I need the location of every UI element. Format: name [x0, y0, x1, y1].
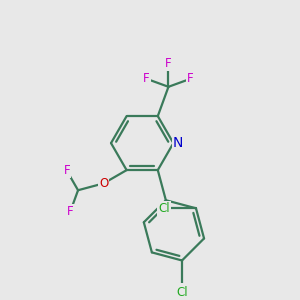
Text: N: N — [173, 136, 183, 150]
Text: F: F — [64, 164, 70, 177]
Text: F: F — [165, 57, 172, 70]
Text: F: F — [67, 205, 74, 218]
Text: F: F — [187, 72, 194, 85]
Text: F: F — [143, 72, 150, 85]
Text: Cl: Cl — [158, 202, 170, 215]
Text: O: O — [99, 177, 108, 190]
Text: Cl: Cl — [176, 286, 188, 299]
